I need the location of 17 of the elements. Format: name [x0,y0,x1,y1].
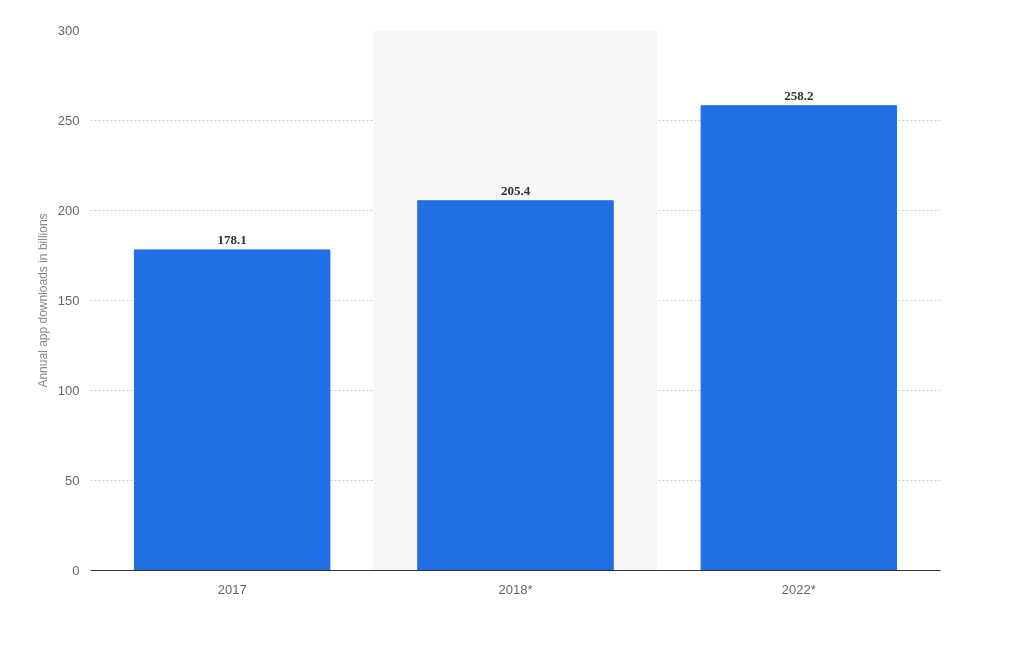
y-tick-label: 0 [72,563,80,578]
y-tick-label: 250 [57,113,80,128]
y-tick-label: 150 [57,293,80,308]
bar [700,105,898,571]
data-label: 258.2 [784,87,814,103]
bar [133,249,331,571]
data-label: 178.1 [217,231,247,247]
y-axis-title: Annual app downloads in billions [35,213,50,388]
data-label: 205.4 [500,182,531,198]
x-tick-label: 2022* [781,581,816,597]
y-tick-label: 50 [65,473,80,488]
y-tick-label: 200 [57,203,80,218]
y-tick-label: 300 [57,23,80,38]
x-tick-label: 2018* [498,581,533,597]
y-tick-label: 100 [57,383,80,398]
x-tick-label: 2017 [217,581,247,597]
bar [417,200,614,571]
